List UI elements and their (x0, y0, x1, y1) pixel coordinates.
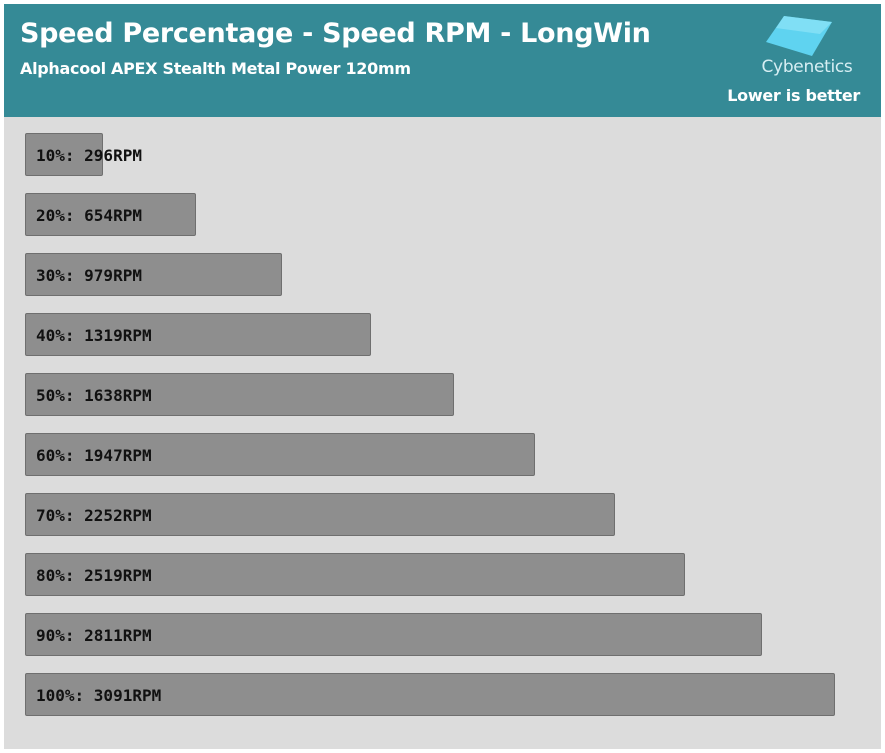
bar-label: 20%: 654RPM (36, 206, 142, 225)
bar-10pct (25, 133, 103, 176)
chart-subtitle: Alphacool APEX Stealth Metal Power 120mm (20, 59, 411, 78)
bar-label: 30%: 979RPM (36, 266, 142, 285)
bar-plot-area: 10%: 296RPM 20%: 654RPM 30%: 979RPM 40%: 13… (25, 133, 845, 723)
cybenetics-logo: Cybenetics (752, 12, 862, 78)
bar-label: 80%: 2519RPM (36, 566, 152, 585)
chart-header: Speed Percentage - Speed RPM - LongWin A… (4, 4, 881, 117)
bar-90pct (25, 613, 762, 656)
bar-100pct (25, 673, 835, 716)
bar-label: 50%: 1638RPM (36, 386, 152, 405)
bar-60pct (25, 433, 535, 476)
bar-label: 100%: 3091RPM (36, 686, 162, 705)
bar-20pct (25, 193, 196, 236)
cybenetics-logo-icon (766, 16, 832, 56)
chart-title: Speed Percentage - Speed RPM - LongWin (20, 18, 651, 49)
bar-label: 90%: 2811RPM (36, 626, 152, 645)
cybenetics-logo-text: Cybenetics (761, 57, 853, 77)
chart-frame: Speed Percentage - Speed RPM - LongWin A… (4, 4, 881, 749)
bar-40pct (25, 313, 371, 356)
bar-label: 40%: 1319RPM (36, 326, 152, 345)
bar-30pct (25, 253, 282, 296)
bar-label: 60%: 1947RPM (36, 446, 152, 465)
bar-label: 70%: 2252RPM (36, 506, 152, 525)
bar-80pct (25, 553, 685, 596)
bar-70pct (25, 493, 615, 536)
bar-label: 10%: 296RPM (36, 146, 142, 165)
bar-50pct (25, 373, 454, 416)
lower-is-better-note: Lower is better (727, 86, 860, 105)
